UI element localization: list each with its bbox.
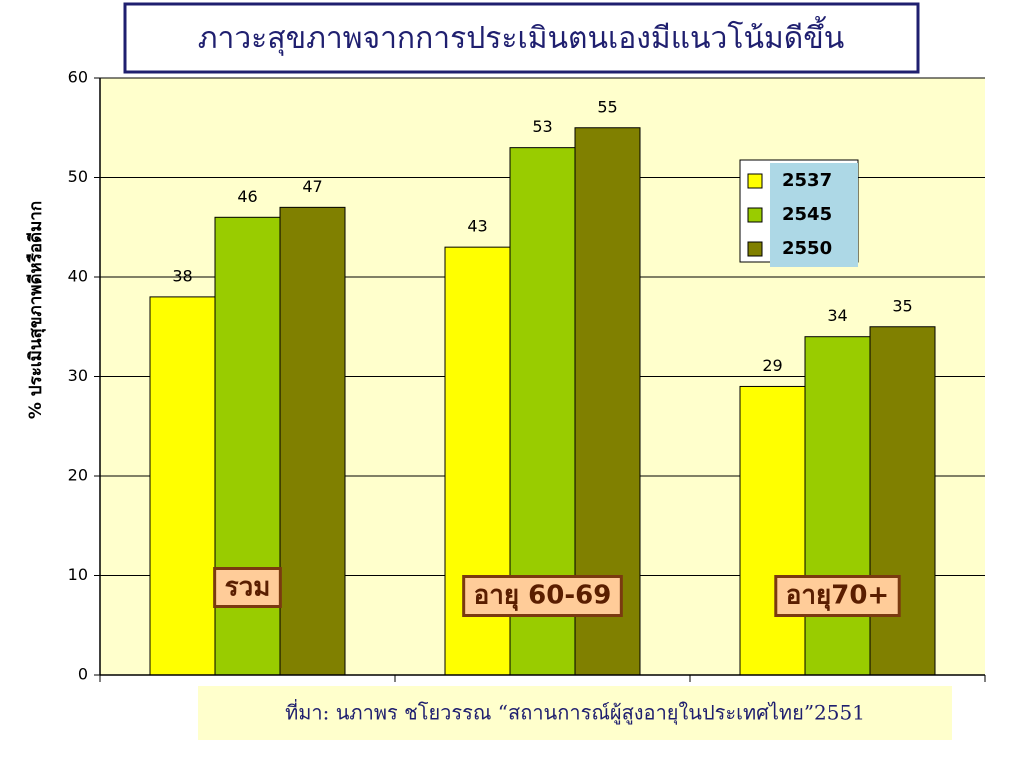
y-tick-label: 0 [78,665,88,684]
y-tick-label: 50 [68,167,88,186]
value-label: 29 [762,356,782,375]
y-tick-label: 40 [68,267,88,286]
legend-swatch [747,207,763,223]
y-tick-label: 30 [68,366,88,385]
bar [804,336,871,676]
bar [279,206,346,676]
category-label-box [774,575,901,617]
value-label: 38 [172,266,192,285]
bar [739,385,806,676]
value-label: 43 [467,217,487,236]
category-label: อายุ 60-69 [474,581,612,612]
y-axis-label: % ประเมินสุขภาพดีหรือดีมาก [25,201,46,419]
value-label: 35 [892,296,912,315]
legend-swatch [747,173,763,189]
legend-label: 2550 [782,238,832,259]
y-tick-label: 60 [68,68,88,87]
value-label: 34 [827,306,847,325]
category-label-box [462,575,623,617]
legend-label-box [770,231,858,267]
chart-title: ภาวะสุขภาพจากการประเมินตนเองมีแนวโน้มดีข… [198,16,845,57]
category-label: รวม [225,573,271,603]
value-label: 55 [597,97,617,116]
y-tick-label: 10 [68,565,88,584]
value-label: 53 [532,117,552,136]
legend-label-box [770,197,858,233]
legend-label-box [770,163,858,199]
legend-swatch [747,241,763,257]
bar [869,326,936,676]
legend-label: 2545 [782,204,832,225]
value-label: 47 [302,177,322,196]
y-tick-label: 20 [68,466,88,485]
value-label: 46 [237,187,257,206]
title-box [123,2,920,74]
source-box [198,686,952,740]
legend-label: 2537 [782,170,832,191]
source: ที่มา: นภาพร ชโยวรรณ “สถานการณ์ผู้สูงอาย… [285,699,865,726]
bar [149,296,216,676]
category-label-box [213,567,282,608]
category-label: อายุ70+ [786,581,889,612]
